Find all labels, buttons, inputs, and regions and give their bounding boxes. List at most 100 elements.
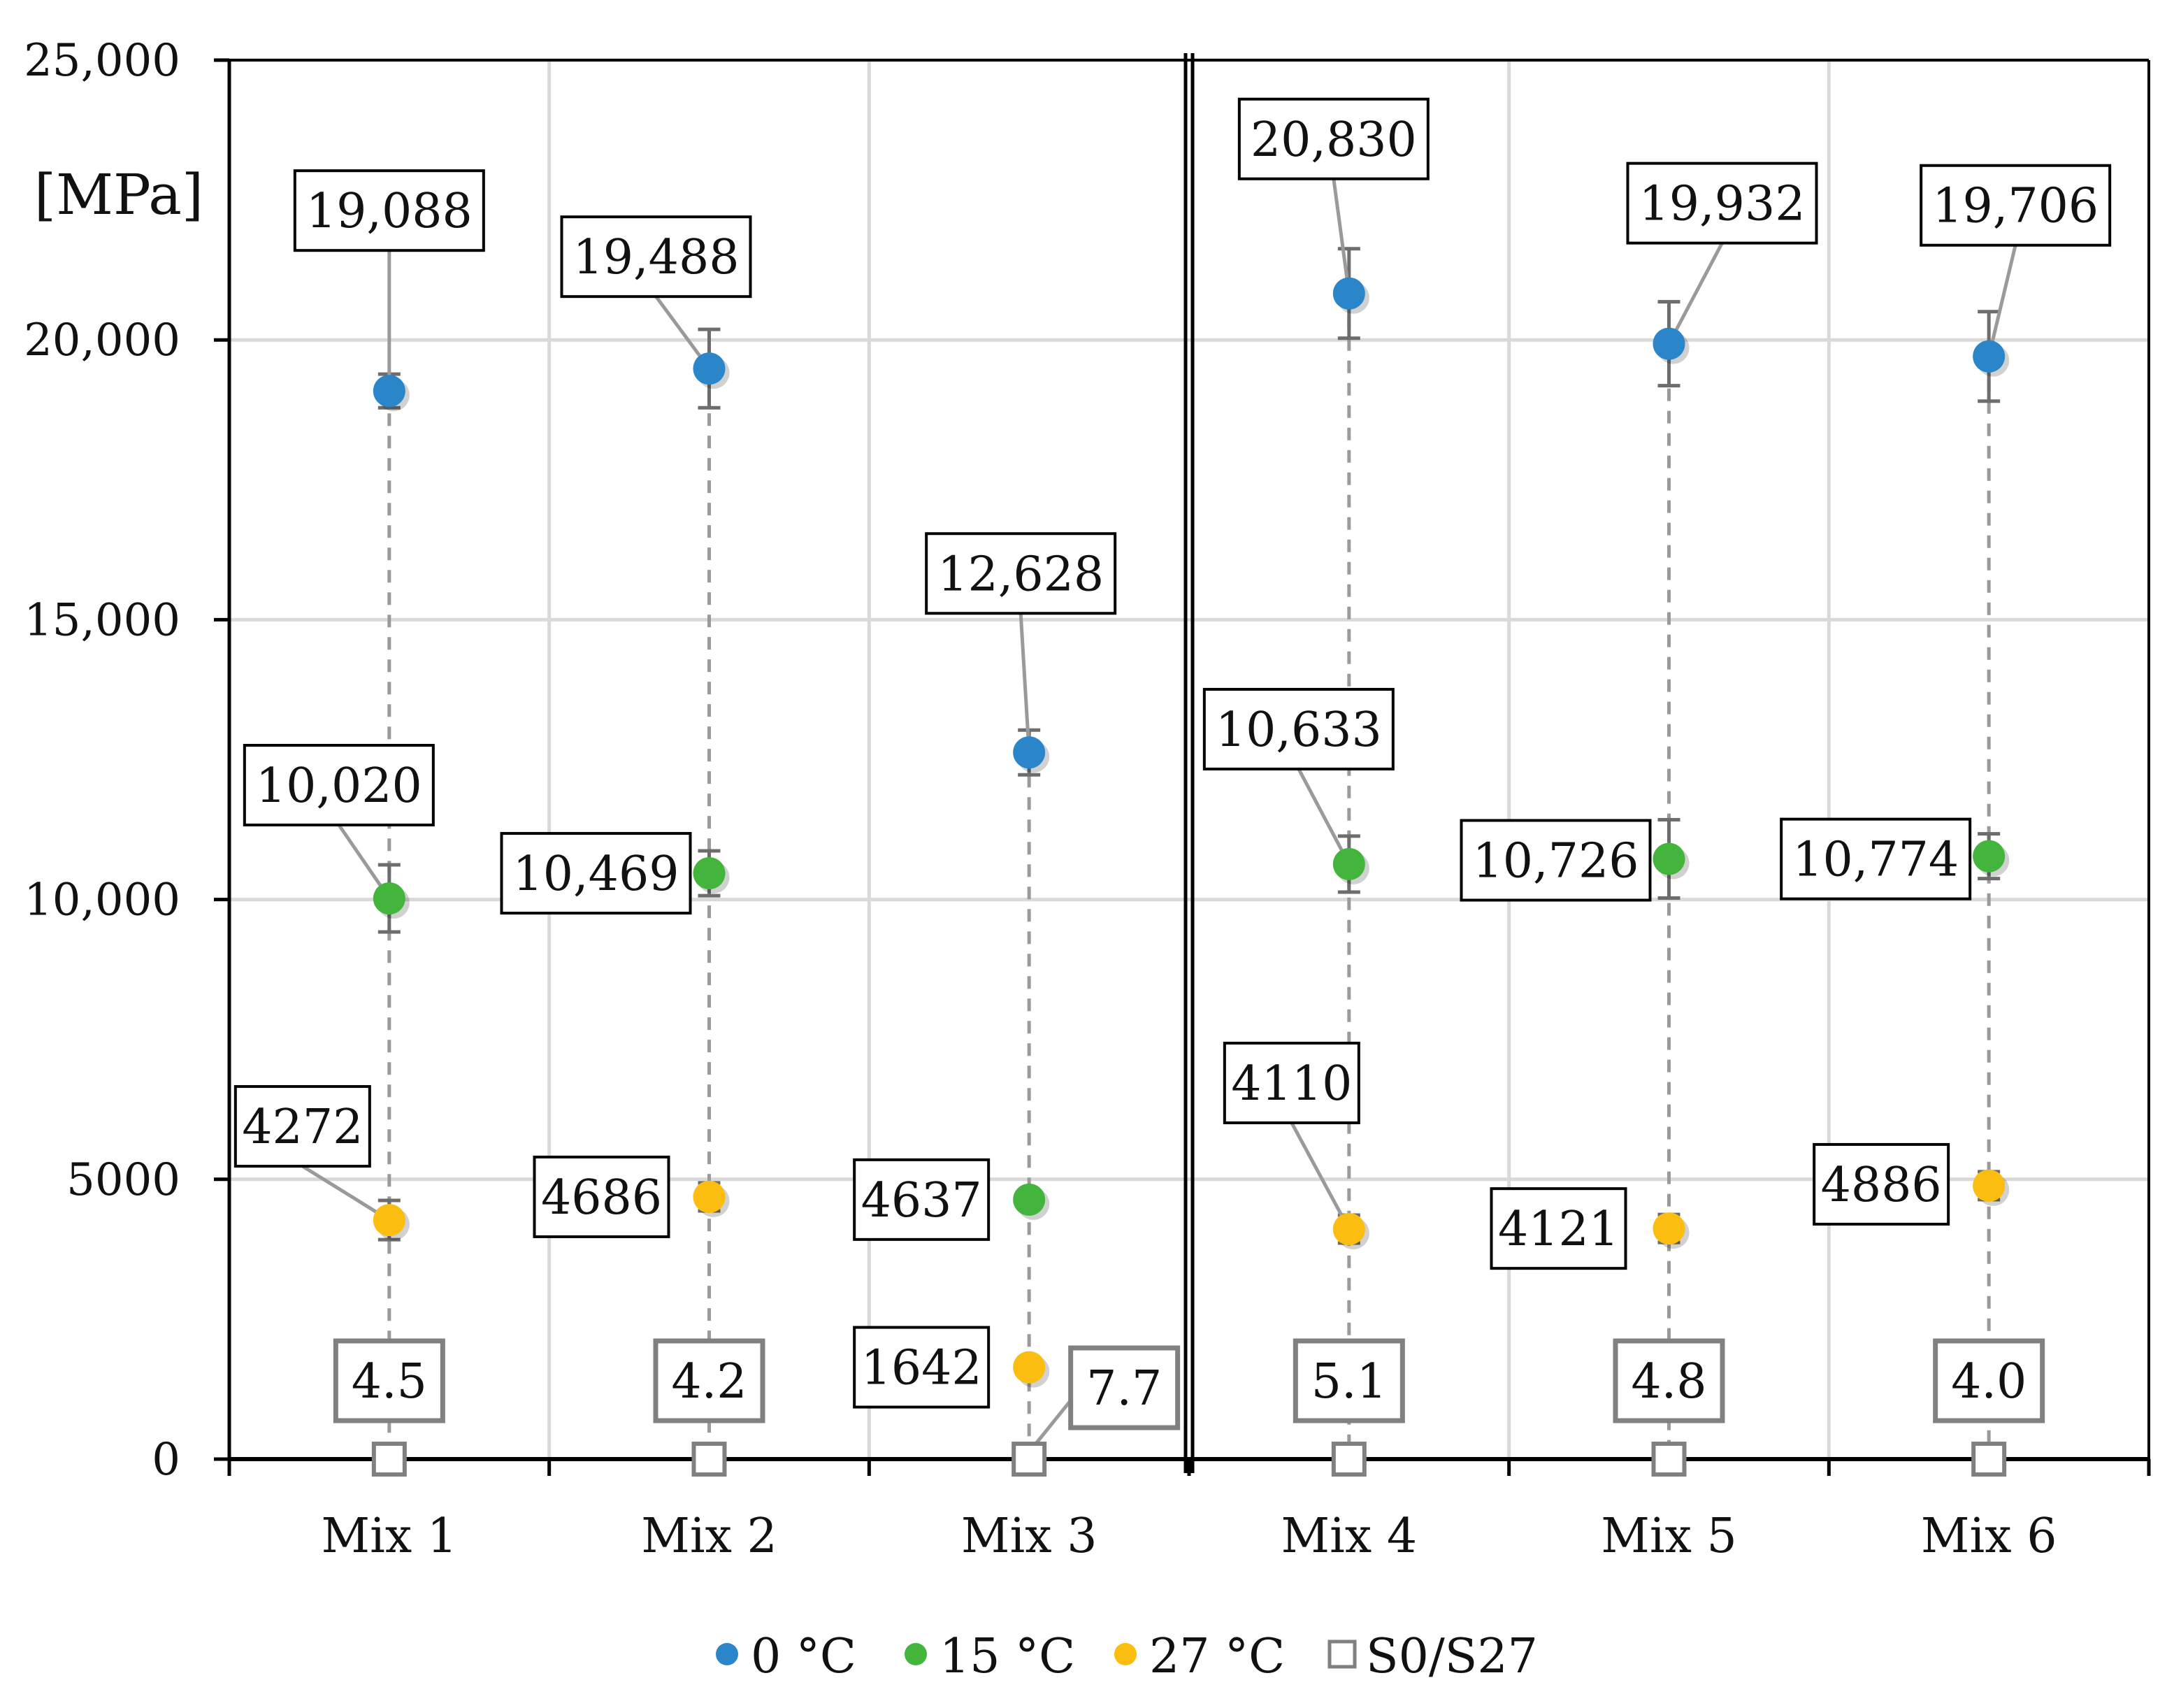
data-point [373, 375, 405, 408]
data-label: 19,088 [306, 184, 473, 239]
legend-label: 0 °C [751, 1629, 856, 1684]
legend-label: 27 °C [1149, 1629, 1285, 1684]
data-label-box [853, 1158, 991, 1241]
ratio-label: 5.1 [1311, 1354, 1387, 1409]
x-tick-label: Mix 5 [1601, 1509, 1737, 1564]
ratio-label-box [1068, 1345, 1181, 1430]
data-label-box [925, 532, 1117, 615]
ratio-label-box [653, 1338, 765, 1423]
data-point [1653, 842, 1685, 875]
legend-marker [716, 1643, 738, 1665]
data-point [1013, 1351, 1046, 1384]
ratio-label: 4.2 [671, 1354, 747, 1409]
data-label-box [1460, 819, 1652, 902]
data-label-leader [1297, 768, 1351, 866]
data-labels: 19,088 19,488 12,628 20,830 19,932 19,706 10,0… [233, 97, 2112, 1430]
data-point-square [691, 1442, 727, 1477]
data-point-square [1651, 1442, 1687, 1477]
data-point [1973, 840, 2006, 873]
x-tick-label: Mix 1 [322, 1509, 458, 1564]
data-point [1973, 340, 2006, 373]
data-label: 10,020 [256, 759, 422, 814]
data-label: 4637 [861, 1173, 982, 1228]
data-point [1332, 277, 1365, 310]
legend-label: S0/S27 [1366, 1629, 1538, 1684]
data-label: 4121 [1498, 1202, 1619, 1257]
data-label-leader [1667, 242, 1724, 345]
data-label-box [1626, 162, 1818, 245]
data-point [1332, 1213, 1365, 1246]
data-point [693, 857, 726, 890]
data-label: 4272 [242, 1100, 363, 1155]
data-label-leader [301, 1164, 391, 1222]
data-label-box [1813, 1142, 1950, 1226]
data-label: 10,726 [1473, 833, 1639, 889]
data-label: 10,774 [1792, 833, 1959, 888]
y-axis-title: [MPa] [34, 162, 203, 227]
data-label: 10,469 [513, 847, 679, 902]
data-label: 19,932 [1639, 177, 1806, 232]
legend-label: 15 °C [940, 1629, 1075, 1684]
data-label-box [500, 832, 692, 915]
x-tick-label: Mix 4 [1281, 1509, 1418, 1564]
y-tick-label: 10,000 [24, 875, 180, 926]
data-point [1332, 847, 1365, 880]
ratio-label-box [1293, 1338, 1405, 1423]
data-points [371, 277, 2010, 1477]
ratio-label: 4.5 [352, 1354, 427, 1409]
data-point-square [1331, 1442, 1367, 1477]
x-tick-label: Mix 3 [961, 1509, 1097, 1564]
data-label: 1642 [861, 1341, 982, 1396]
data-point [693, 352, 726, 385]
data-label-leader [1332, 178, 1351, 294]
ratio-label: 4.8 [1631, 1354, 1706, 1409]
data-point [1013, 736, 1046, 769]
ratio-label: 7.7 [1086, 1361, 1162, 1416]
data-label: 19,706 [1932, 179, 2099, 234]
y-tick-label: 20,000 [24, 315, 180, 366]
data-label-box [560, 215, 752, 299]
legend-marker [905, 1643, 927, 1665]
data-label-box [1223, 1042, 1360, 1125]
data-label-box [533, 1155, 670, 1238]
data-label-box [243, 743, 435, 826]
y-tick-label: 15,000 [24, 594, 180, 646]
error-bars [377, 247, 2001, 1245]
data-label: 4886 [1821, 1158, 1942, 1213]
axis-ticks: 0 5000 10,000 15,000 20,000 25,000 Mix 1 Mix 2 M… [24, 35, 2151, 1564]
ratio-label-box [1613, 1338, 1725, 1423]
y-tick-label: 0 [152, 1434, 180, 1486]
data-point [1653, 327, 1685, 360]
data-label-leader [1018, 613, 1031, 753]
grid-lines [229, 58, 2149, 1459]
data-point [1653, 1212, 1685, 1245]
data-label-box [293, 169, 485, 252]
data-point [693, 1180, 726, 1213]
data-label: 20,830 [1251, 113, 1417, 168]
data-point [373, 1204, 405, 1237]
data-label: 10,633 [1216, 703, 1382, 758]
legend-marker [1114, 1643, 1137, 1665]
legend-marker-square [1327, 1639, 1357, 1669]
y-tick-label: 25,000 [24, 35, 180, 87]
data-label-leader [1290, 1121, 1351, 1230]
data-label-box [853, 1326, 991, 1409]
data-label-box [1490, 1187, 1627, 1270]
data-point-square [1971, 1442, 2007, 1477]
data-point-square [1012, 1442, 1047, 1477]
ratio-label-box [333, 1338, 445, 1423]
data-label-box [1780, 817, 1972, 900]
data-label-box [1920, 164, 2112, 247]
x-tick-label: Mix 2 [641, 1509, 777, 1564]
data-point [1013, 1183, 1046, 1216]
x-tick-label: Mix 6 [1921, 1509, 2057, 1564]
label-leader-lines [301, 178, 2017, 1447]
data-point [1973, 1169, 2006, 1202]
data-label-box [233, 1085, 371, 1168]
data-label: 19,488 [573, 230, 740, 285]
data-label-leader [1987, 245, 2017, 357]
ratio-label: 4.0 [1951, 1354, 2027, 1409]
data-point-square [371, 1442, 407, 1477]
legend: 0 °C 15 °C 27 °C S0/S27 [716, 1629, 1538, 1684]
